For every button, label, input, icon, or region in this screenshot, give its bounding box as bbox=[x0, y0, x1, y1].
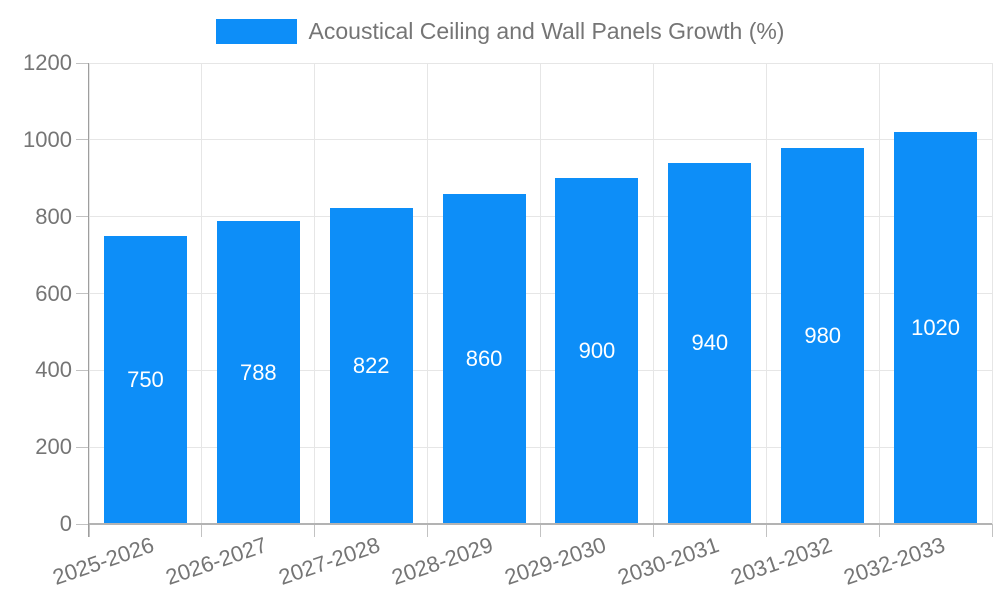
horizontal-gridline bbox=[89, 139, 992, 141]
y-axis-tick-label: 400 bbox=[35, 357, 72, 383]
bar[interactable] bbox=[216, 221, 300, 524]
y-axis-tick bbox=[76, 523, 89, 525]
bar[interactable] bbox=[329, 208, 413, 524]
y-axis-tick bbox=[76, 62, 89, 64]
vertical-gridline bbox=[991, 63, 993, 524]
bar-value-label: 750 bbox=[127, 366, 164, 392]
horizontal-gridline bbox=[89, 369, 992, 371]
x-axis-tick bbox=[991, 524, 993, 537]
bar[interactable] bbox=[668, 162, 752, 524]
bar[interactable] bbox=[894, 132, 978, 524]
x-axis-tick bbox=[314, 524, 316, 537]
horizontal-gridline bbox=[89, 446, 992, 448]
bar-value-label: 822 bbox=[352, 353, 390, 379]
x-axis-tick bbox=[765, 524, 767, 537]
y-axis-line bbox=[88, 63, 89, 537]
y-axis-tick-label: 1000 bbox=[23, 126, 72, 152]
y-axis-tick bbox=[76, 139, 89, 141]
y-axis-tick-label: 800 bbox=[35, 203, 72, 229]
legend-swatch bbox=[215, 18, 297, 44]
bar[interactable] bbox=[555, 178, 639, 524]
horizontal-gridline bbox=[89, 62, 992, 64]
x-axis-tick bbox=[540, 524, 541, 537]
x-axis-tick bbox=[88, 524, 90, 537]
x-axis-tick bbox=[878, 524, 880, 537]
horizontal-gridline bbox=[89, 216, 992, 218]
x-axis-tick bbox=[652, 524, 654, 537]
bar-value-label: 980 bbox=[804, 322, 842, 348]
y-axis-tick-label: 1200 bbox=[23, 50, 72, 75]
y-axis-tick bbox=[76, 216, 89, 218]
bar-value-label: 1020 bbox=[911, 315, 961, 341]
y-axis-tick-label: 200 bbox=[35, 434, 72, 460]
y-axis-tick bbox=[76, 293, 89, 294]
bar-value-label: 788 bbox=[239, 359, 277, 385]
y-axis-tick bbox=[76, 446, 89, 448]
x-axis-line bbox=[89, 523, 992, 525]
x-axis-tick bbox=[201, 524, 203, 537]
bar-value-label: 940 bbox=[691, 330, 729, 356]
horizontal-gridline bbox=[89, 293, 992, 294]
bar[interactable] bbox=[781, 147, 865, 524]
y-axis-tick bbox=[76, 369, 89, 371]
y-axis-tick-label: 0 bbox=[59, 511, 72, 536]
legend[interactable]: Acoustical Ceiling and Wall Panels Growt… bbox=[0, 17, 1000, 45]
bar[interactable] bbox=[103, 235, 187, 524]
legend-label: Acoustical Ceiling and Wall Panels Growt… bbox=[308, 18, 785, 44]
bar-value-label: 900 bbox=[578, 338, 616, 364]
bar[interactable] bbox=[442, 193, 526, 524]
bar-value-label: 860 bbox=[465, 345, 503, 371]
x-axis-tick bbox=[427, 524, 429, 537]
y-axis-tick-label: 600 bbox=[35, 280, 72, 306]
